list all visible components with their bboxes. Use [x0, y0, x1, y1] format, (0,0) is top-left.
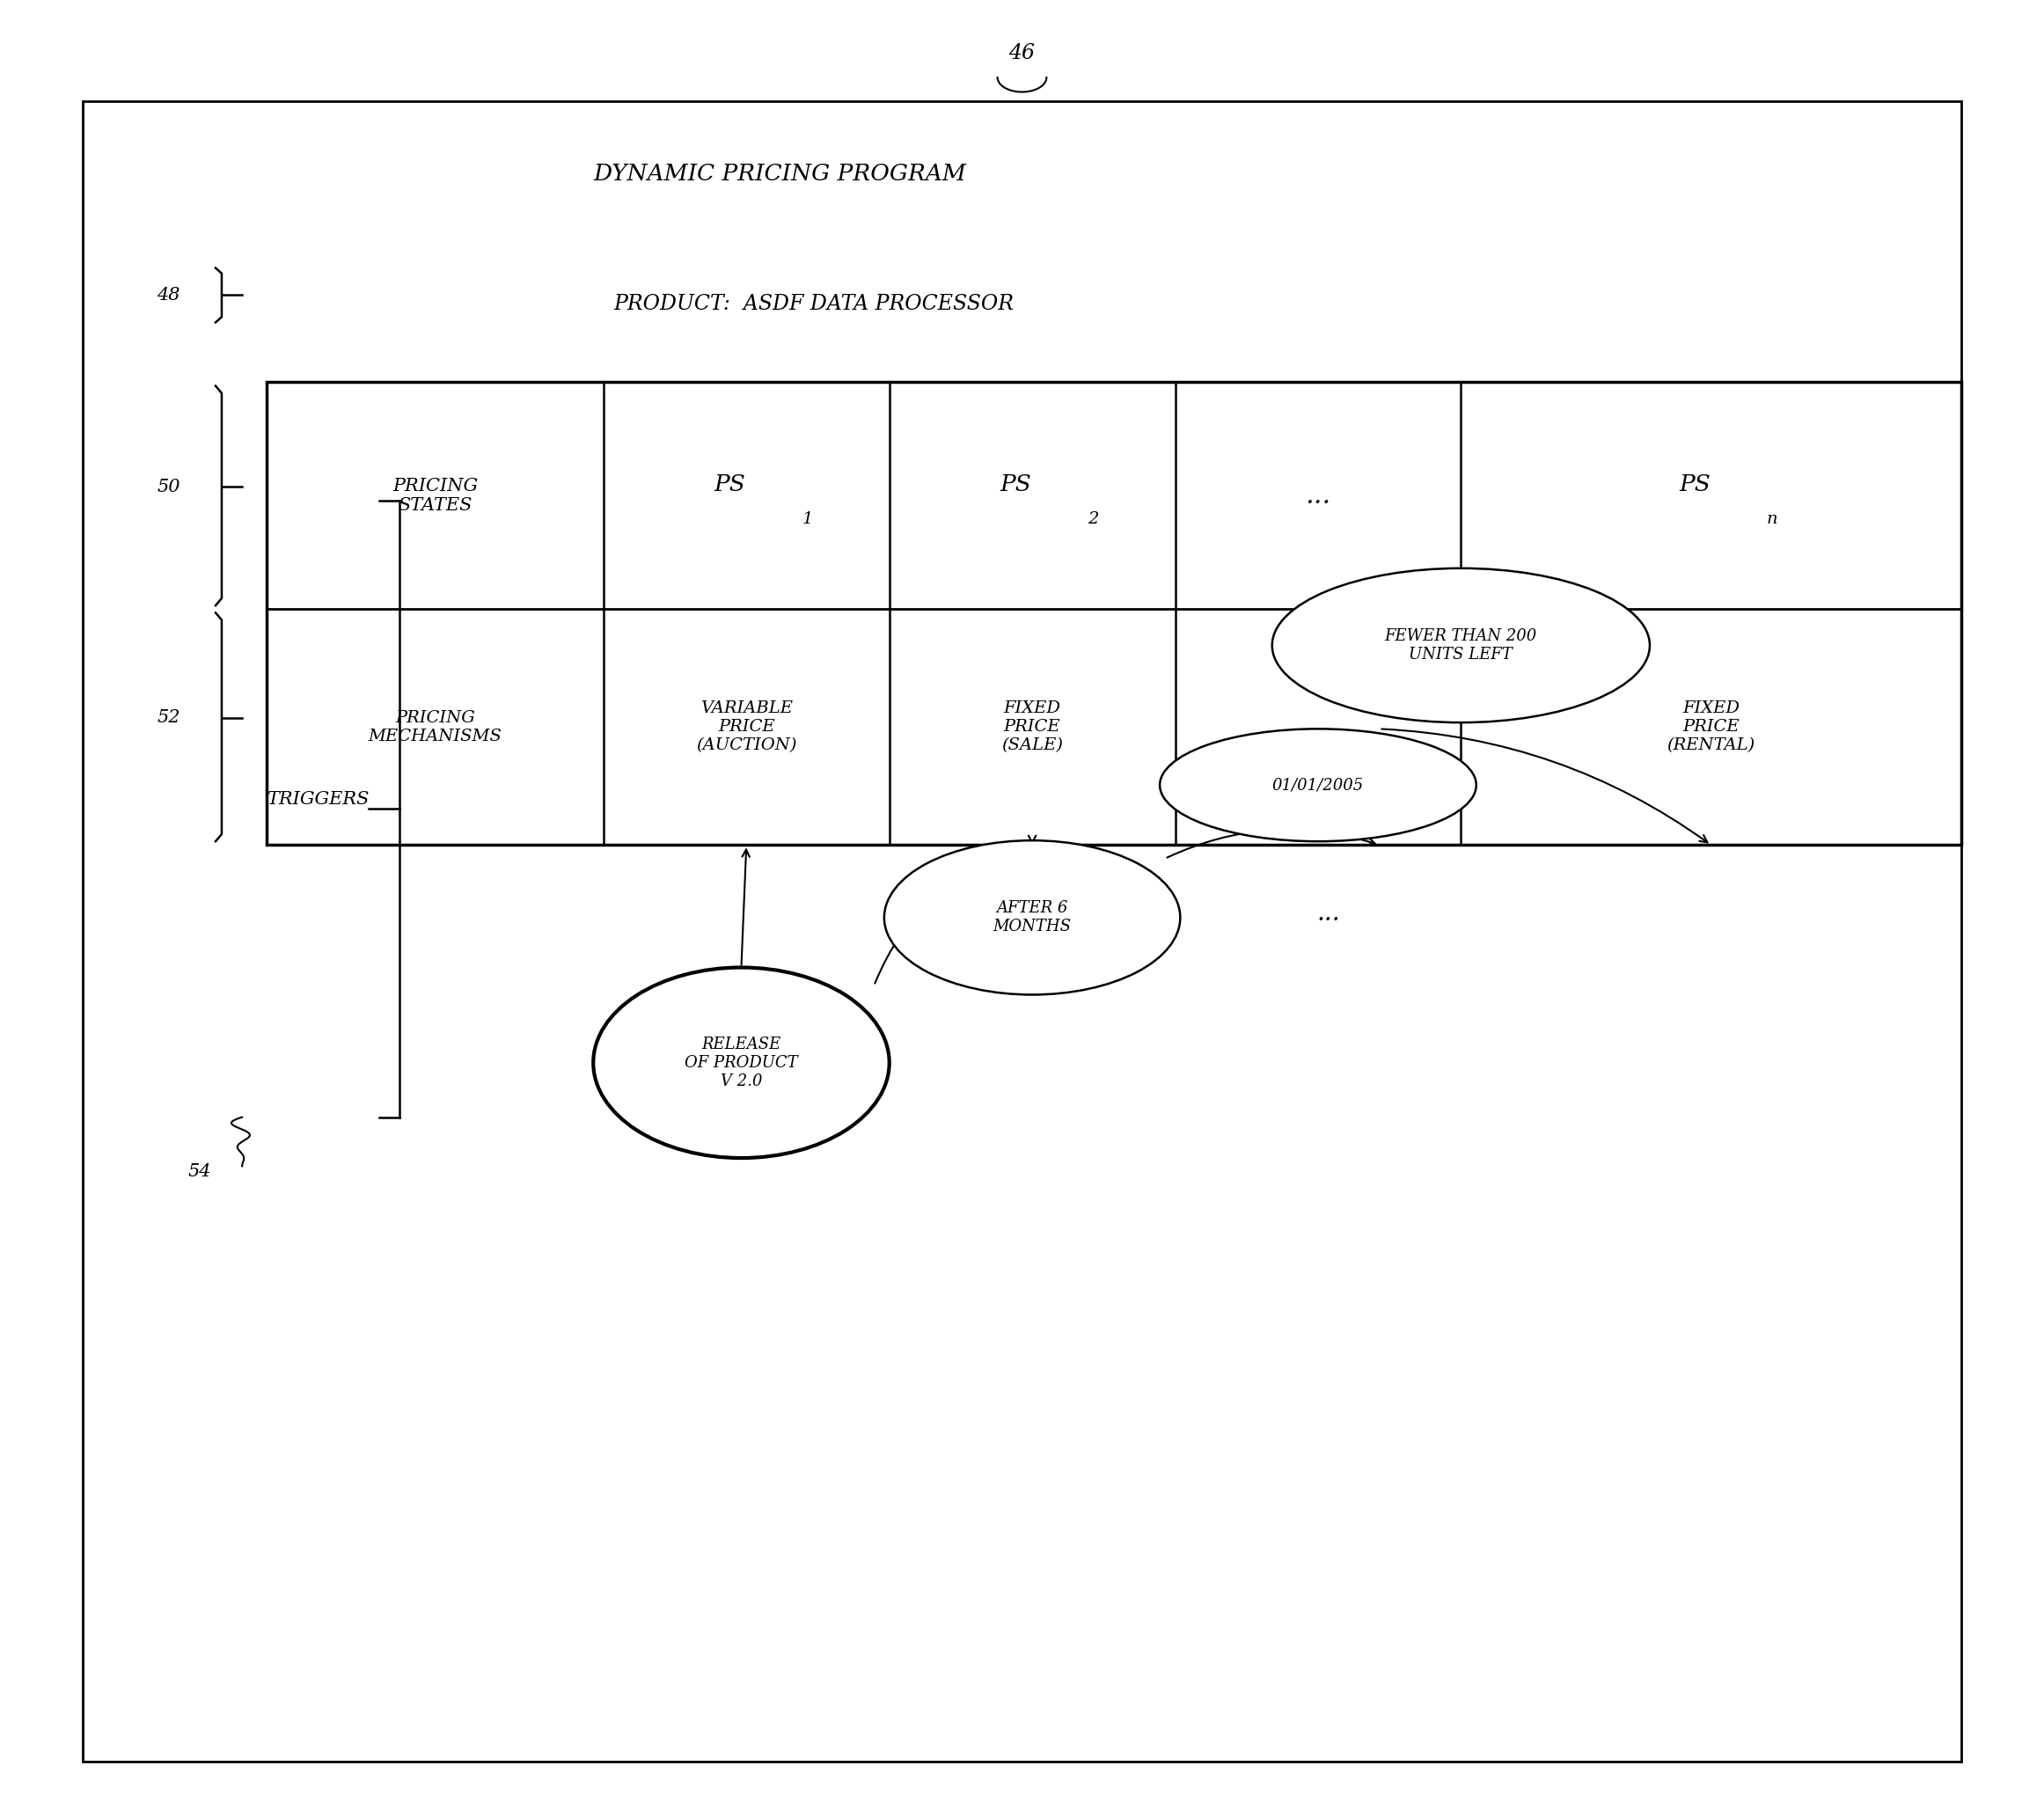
Text: DYNAMIC PRICING PROGRAM: DYNAMIC PRICING PROGRAM	[593, 162, 967, 185]
Text: AFTER 6
MONTHS: AFTER 6 MONTHS	[993, 901, 1071, 934]
Text: n: n	[1766, 511, 1778, 527]
Text: ...: ...	[1316, 901, 1341, 927]
FancyBboxPatch shape	[266, 382, 1960, 845]
FancyBboxPatch shape	[84, 102, 1960, 1761]
Ellipse shape	[1271, 569, 1650, 723]
Text: 54: 54	[188, 1163, 211, 1179]
Text: PS: PS	[1000, 474, 1032, 496]
Text: 52: 52	[157, 710, 180, 727]
Text: FIXED
PRICE
(RENTAL): FIXED PRICE (RENTAL)	[1668, 701, 1756, 754]
Text: 46: 46	[1010, 44, 1034, 64]
Text: FIXED
PRICE
(SALE): FIXED PRICE (SALE)	[1002, 701, 1063, 754]
Text: PRODUCT:  ASDF DATA PROCESSOR: PRODUCT: ASDF DATA PROCESSOR	[613, 294, 1014, 314]
Ellipse shape	[885, 841, 1179, 994]
Text: PS: PS	[1678, 474, 1711, 496]
Text: PRICING
MECHANISMS: PRICING MECHANISMS	[368, 710, 503, 745]
Text: TRIGGERS: TRIGGERS	[266, 790, 368, 809]
Text: VARIABLE
PRICE
(AUCTION): VARIABLE PRICE (AUCTION)	[697, 701, 797, 754]
Text: RELEASE
OF PRODUCT
V 2.0: RELEASE OF PRODUCT V 2.0	[685, 1036, 797, 1088]
Text: FEWER THAN 200
UNITS LEFT: FEWER THAN 200 UNITS LEFT	[1384, 629, 1537, 663]
Ellipse shape	[1159, 729, 1476, 841]
Text: PRICING
STATES: PRICING STATES	[392, 478, 478, 514]
Text: 2: 2	[1087, 511, 1100, 527]
Ellipse shape	[593, 967, 889, 1157]
Text: ...: ...	[1306, 482, 1331, 509]
Text: ...: ...	[1306, 714, 1331, 741]
Text: 01/01/2005: 01/01/2005	[1271, 778, 1363, 792]
Text: 50: 50	[157, 478, 180, 494]
Text: 1: 1	[801, 511, 814, 527]
Text: 48: 48	[157, 287, 180, 303]
Text: PS: PS	[713, 474, 746, 496]
